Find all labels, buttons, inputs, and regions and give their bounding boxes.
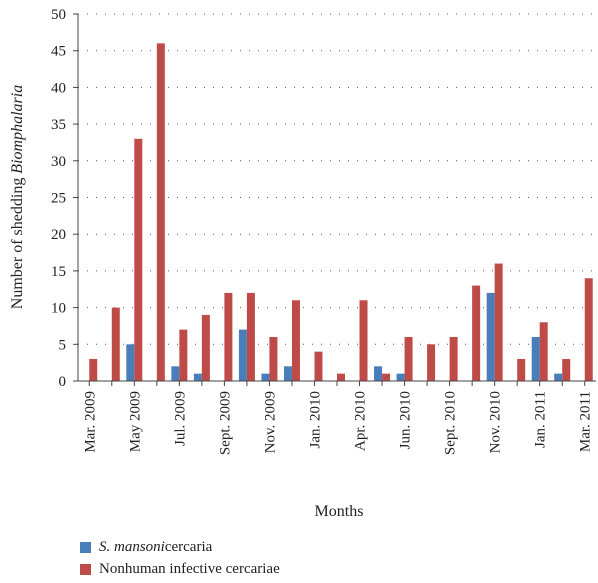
legend-item-nonhuman: Nonhuman infective cercariae <box>80 558 280 580</box>
bar-nonhuman <box>584 278 593 381</box>
legend-swatch-nonhuman <box>80 563 91 575</box>
bar-nonhuman <box>472 285 481 381</box>
bar-nonhuman <box>314 351 323 381</box>
bar-nonhuman <box>111 307 120 381</box>
bar-s-mansoni <box>261 373 270 381</box>
bar-s-mansoni <box>238 329 247 381</box>
y-tick-label: 10 <box>51 301 66 317</box>
y-axis-label: Number of shedding Biomphalaria <box>9 85 26 309</box>
bar-s-mansoni <box>531 336 540 381</box>
bar-nonhuman <box>224 292 233 381</box>
y-tick-label: 5 <box>59 337 67 353</box>
y-tick-label: 0 <box>59 374 67 390</box>
bar-nonhuman <box>156 43 165 382</box>
x-tick-label: Jun. 2010 <box>398 391 414 449</box>
x-axis-label: Months <box>315 503 364 520</box>
y-tick-label: 20 <box>51 227 66 243</box>
x-tick-label: Sept. 2009 <box>217 391 233 455</box>
legend-item-s-mansoni: S. mansoni cercaria <box>80 536 280 558</box>
axes <box>77 14 596 382</box>
bar-nonhuman <box>449 336 458 381</box>
bar-nonhuman <box>291 300 300 381</box>
legend-label-italic: S. mansoni <box>99 538 165 555</box>
x-tick-label: Mar. 2009 <box>82 391 98 453</box>
y-tick-labels: 0 5 10 15 20 25 30 35 40 45 50 <box>51 7 78 390</box>
y-tick-label: 30 <box>51 154 66 170</box>
x-tick-label: Nov. 2010 <box>488 391 504 453</box>
x-tick-label: Sept. 2010 <box>443 391 459 455</box>
bar-nonhuman <box>359 300 368 381</box>
bar-nonhuman <box>404 336 413 381</box>
bar-nonhuman <box>89 358 98 381</box>
y-tick-label: 45 <box>51 44 66 60</box>
x-tick-label: Jan. 2011 <box>533 391 549 448</box>
legend-swatch-s-mansoni <box>80 541 91 553</box>
bar-s-mansoni <box>374 366 383 381</box>
legend-label: cercaria <box>164 538 213 555</box>
x-tick-label: May 2009 <box>127 391 143 452</box>
grid-lines <box>78 13 596 345</box>
y-tick-label: 50 <box>51 7 66 23</box>
bar-s-mansoni <box>126 344 135 381</box>
legend: S. mansoni cercaria Nonhuman infective c… <box>80 536 280 580</box>
bars <box>89 43 593 382</box>
bar-nonhuman <box>382 373 391 381</box>
x-tick-label: Jan. 2010 <box>307 391 323 449</box>
bar-nonhuman <box>134 138 143 381</box>
x-tick-label: Nov. 2009 <box>262 391 278 453</box>
bar-nonhuman <box>539 322 548 381</box>
x-tick-label: Jul. 2009 <box>172 391 188 446</box>
legend-label: Nonhuman infective cercariae <box>99 560 280 577</box>
bar-s-mansoni <box>554 373 563 381</box>
bar-s-mansoni <box>193 373 202 381</box>
bar-nonhuman <box>337 373 345 381</box>
x-tick-labels: Mar. 2009 May 2009 Jul. 2009 Sept. 2009 Nov.… <box>82 381 594 455</box>
y-tick-label: 25 <box>51 191 66 207</box>
y-tick-label: 15 <box>51 264 66 280</box>
bar-nonhuman <box>246 292 255 381</box>
bar-s-mansoni <box>396 373 405 381</box>
bar-s-mansoni <box>283 366 292 381</box>
bar-nonhuman <box>269 336 278 381</box>
y-tick-label: 40 <box>51 80 66 96</box>
bar-s-mansoni <box>171 366 180 381</box>
bar-nonhuman <box>179 329 188 381</box>
bar-nonhuman <box>494 263 503 381</box>
bar-s-mansoni <box>486 292 495 381</box>
x-tick-label: Mar. 2011 <box>578 391 594 452</box>
bar-nonhuman <box>562 358 571 381</box>
bar-nonhuman <box>427 344 436 381</box>
x-tick-label: Apr. 2010 <box>353 391 369 451</box>
bar-nonhuman <box>517 358 526 381</box>
y-tick-label: 35 <box>51 117 66 133</box>
bar-nonhuman <box>201 314 210 381</box>
